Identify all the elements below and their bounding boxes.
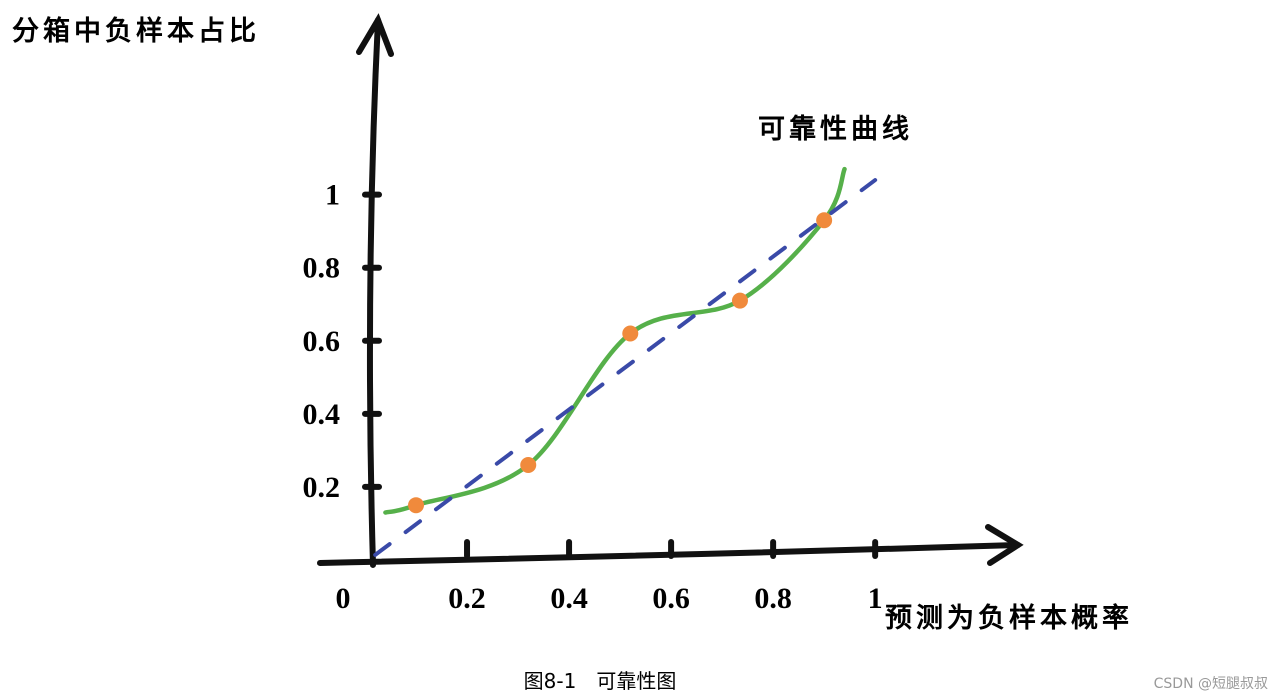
y-tick-label: 0.6 [303,325,341,358]
y-tick-label: 0.4 [303,398,341,431]
y-tick-label: 0.8 [303,252,341,285]
x-axis [317,542,1021,566]
watermark: CSDN @短腿叔叔 [1154,676,1268,692]
x-tick-label: 0.4 [550,582,588,615]
x-tick-label: 0.8 [754,582,792,615]
y-tick-label: 0.2 [303,471,341,504]
annotation: 可靠性曲线 [758,114,913,145]
x-tick-label: 0.2 [448,582,486,615]
point [816,212,833,229]
series-line [373,178,878,557]
point [731,292,748,309]
series-line [383,166,847,515]
y-axis-label: 分箱中负样本占比 [12,15,260,47]
point [408,497,425,514]
point [520,457,537,474]
x-tick-label: 1 [868,582,883,615]
point [622,325,639,342]
caption: 图8-1 可靠性图 [524,669,677,693]
x-tick-label: 0 [336,582,351,615]
x-arrow [985,524,1024,566]
y-arrow [356,13,394,57]
y-tick-label: 1 [325,179,340,212]
x-axis-label: 预测为负样本概率 [885,602,1133,634]
y-axis [366,17,381,568]
x-tick-label: 0.6 [652,582,690,615]
